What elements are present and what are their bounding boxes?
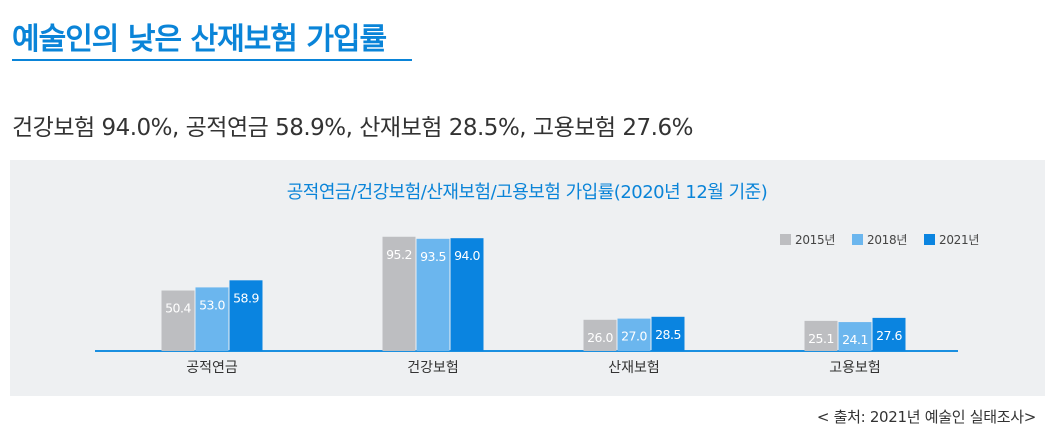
data-label: 27.6 [876,328,902,343]
bar [382,236,416,351]
data-label: 50.4 [165,301,191,316]
category-label: 건강보험 [407,360,459,376]
data-label: 25.1 [808,331,834,346]
legend-label: 2015년 [795,233,835,247]
data-label: 28.5 [655,327,681,342]
legend-swatch [780,234,791,245]
bar [416,238,450,351]
bar [450,238,484,351]
data-label: 53.0 [199,297,225,312]
bar [872,317,906,351]
bar [838,322,872,351]
source-note: < 출처: 2021년 예술인 실태조사> [816,408,1036,426]
data-label: 26.0 [587,330,613,345]
bar [161,290,195,351]
bar [804,320,838,351]
chart-panel [10,160,1045,396]
data-label: 24.1 [842,332,868,347]
title-underline [12,59,412,61]
legend-swatch [852,234,863,245]
chart-title: 공적연금/건강보험/산재보험/고용보험 가입률(2020년 12월 기준) [286,182,768,203]
legend-label: 2021년 [939,233,979,247]
page-title: 예술인의 낮은 산재보험 가입률 [12,22,387,57]
data-label: 95.2 [386,247,412,262]
bar [583,319,617,351]
bar [195,287,229,351]
legend-swatch [924,234,935,245]
category-label: 고용보험 [829,360,881,376]
bar [229,280,263,351]
category-label: 산재보험 [608,360,660,376]
data-label: 27.0 [621,329,647,344]
data-label: 93.5 [420,249,446,264]
page-subtitle: 건강보험 94.0%, 공적연금 58.9%, 산재보험 28.5%, 고용보험… [12,115,693,141]
category-label: 공적연금 [186,360,238,376]
bar [651,316,685,351]
legend-label: 2018년 [867,233,907,247]
data-label: 94.0 [454,248,480,263]
data-label: 58.9 [233,290,259,305]
bar [617,318,651,351]
